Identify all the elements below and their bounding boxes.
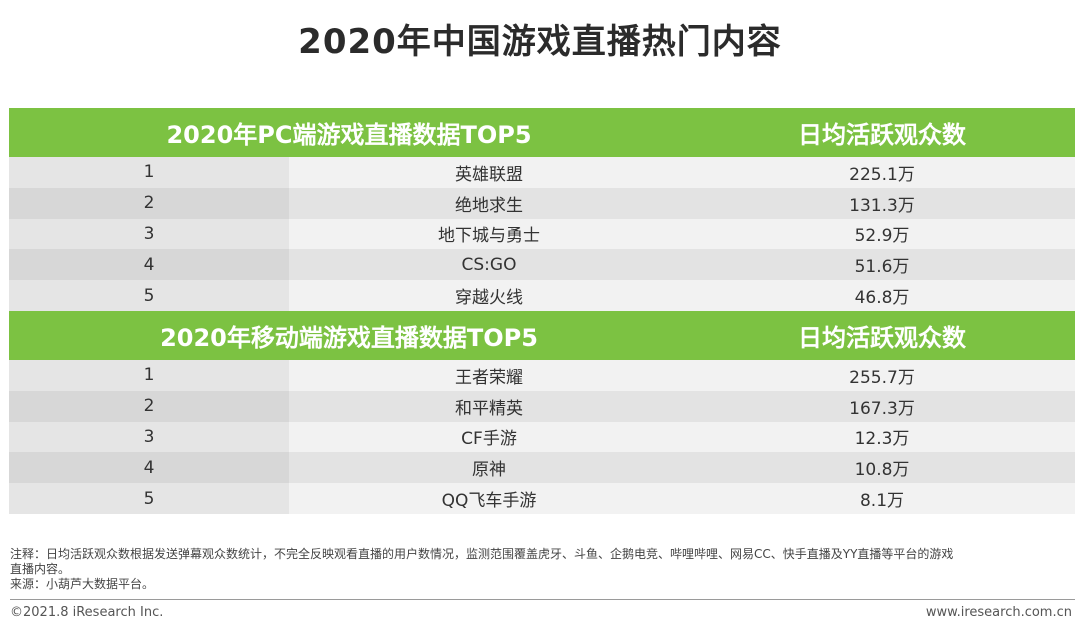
viewers-cell: 131.3万	[849, 195, 915, 216]
ranking-table: 2020年PC端游戏直播数据TOP5 日均活跃观众数 1 英雄联盟 225.1万…	[9, 108, 1075, 514]
viewers-cell: 10.8万	[854, 460, 910, 481]
viewers-cell: 12.3万	[854, 429, 910, 450]
game-name-cell: 绝地求生	[455, 195, 523, 216]
game-name-cell: 地下城与勇士	[438, 226, 540, 247]
table-row: 3 地下城与勇士 52.9万	[9, 218, 1075, 250]
copyright: ©2021.8 iResearch Inc.	[10, 605, 164, 620]
game-name-cell: 和平精英	[455, 398, 523, 419]
page-title: 2020年中国游戏直播热门内容	[298, 22, 782, 62]
viewers-cell: 8.1万	[859, 491, 905, 512]
rank-cell: 4	[9, 452, 289, 484]
viewers-cell: 52.9万	[854, 226, 910, 247]
pc-header-title: 2020年PC端游戏直播数据TOP5	[166, 121, 532, 149]
rank-cell: 1	[9, 359, 289, 391]
table-row: 2 和平精英 167.3万	[9, 390, 1075, 422]
game-name-cell: CS:GO	[461, 254, 517, 275]
rank-cell: 2	[9, 187, 289, 219]
game-name-cell: 原神	[472, 460, 506, 481]
mobile-header-title: 2020年移动端游戏直播数据TOP5	[160, 323, 538, 352]
table-row: 1 王者荣耀 255.7万	[9, 359, 1075, 391]
rank-cell: 3	[9, 218, 289, 250]
table-row: 1 英雄联盟 225.1万	[9, 157, 1075, 188]
pc-table-header: 2020年PC端游戏直播数据TOP5 日均活跃观众数	[9, 108, 1075, 157]
viewers-cell: 46.8万	[854, 288, 910, 309]
footer-divider	[10, 599, 1075, 600]
rank-cell: 1	[9, 157, 289, 188]
source-line: 来源：小葫芦大数据平台。	[10, 577, 155, 591]
rank-cell: 3	[9, 421, 289, 453]
viewers-cell: 51.6万	[854, 257, 910, 278]
viewers-cell: 255.7万	[849, 367, 915, 388]
pc-header-metric: 日均活跃观众数	[798, 121, 966, 149]
game-name-cell: QQ飞车手游	[441, 491, 537, 512]
game-name-cell: 英雄联盟	[455, 164, 523, 185]
table-row: 5 QQ飞车手游 8.1万	[9, 483, 1075, 514]
table-row: 3 CF手游 12.3万	[9, 421, 1075, 453]
mobile-header-metric: 日均活跃观众数	[798, 323, 966, 352]
note-line-2: 直播内容。	[10, 562, 71, 576]
footnote: 注释：日均活跃观众数根据发送弹幕观众数统计，不完全反映观看直播的用户数情况，监测…	[10, 547, 1070, 592]
rank-cell: 4	[9, 249, 289, 281]
table-row: 2 绝地求生 131.3万	[9, 187, 1075, 219]
table-row: 4 原神 10.8万	[9, 452, 1075, 484]
mobile-table-header: 2020年移动端游戏直播数据TOP5 日均活跃观众数	[9, 310, 1075, 360]
game-name-cell: 穿越火线	[455, 288, 523, 309]
rank-cell: 5	[9, 483, 289, 514]
game-name-cell: CF手游	[461, 429, 517, 450]
game-name-cell: 王者荣耀	[455, 367, 523, 388]
website: www.iresearch.com.cn	[925, 605, 1072, 620]
viewers-cell: 167.3万	[849, 398, 915, 419]
note-line-1: 注释：日均活跃观众数根据发送弹幕观众数统计，不完全反映观看直播的用户数情况，监测…	[10, 547, 954, 561]
rank-cell: 2	[9, 390, 289, 422]
table-row: 4 CS:GO 51.6万	[9, 249, 1075, 281]
viewers-cell: 225.1万	[849, 164, 915, 185]
rank-cell: 5	[9, 280, 289, 311]
table-row: 5 穿越火线 46.8万	[9, 280, 1075, 311]
